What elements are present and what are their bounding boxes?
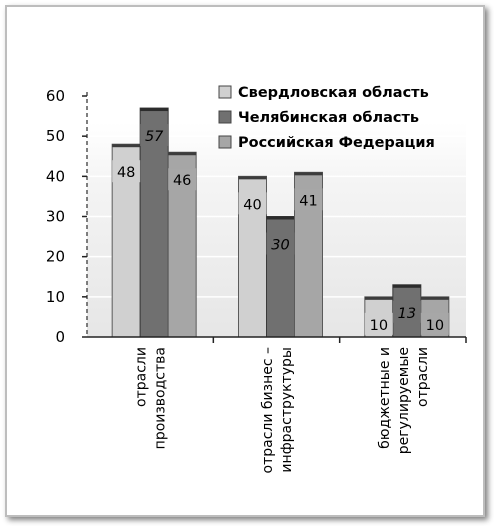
legend-swatch <box>218 85 232 99</box>
data-label-bg <box>364 312 393 335</box>
category-label: отрасли бизнес – <box>260 347 276 473</box>
data-label-bg <box>238 192 267 215</box>
data-label: 48 <box>117 165 135 181</box>
category-label: отрасли <box>134 347 150 407</box>
data-label-bg <box>112 160 141 183</box>
y-tick-label: 60 <box>46 87 65 105</box>
bar-top-edge <box>140 108 169 112</box>
legend-label: Челябинская область <box>238 110 419 126</box>
data-label-bg <box>420 312 449 335</box>
category-label: отрасли <box>415 347 431 407</box>
category-label: бюджетные и <box>377 347 393 449</box>
y-tick-label: 0 <box>55 328 65 346</box>
y-tick-label: 30 <box>46 208 65 226</box>
bar-top-edge <box>168 152 197 156</box>
y-tick-label: 10 <box>46 288 65 306</box>
y-tick-label: 40 <box>46 167 65 185</box>
data-label: 46 <box>173 173 191 189</box>
bar-top-edge <box>392 284 421 288</box>
legend-swatch <box>218 110 232 124</box>
bar-top-edge <box>112 144 141 148</box>
data-label-bg <box>140 124 169 147</box>
data-label: 10 <box>370 318 388 334</box>
legend-label: Свердловская область <box>238 85 429 101</box>
bar-top-edge <box>266 216 295 220</box>
data-label: 57 <box>145 129 164 145</box>
bar-top-edge <box>294 172 323 176</box>
data-label: 10 <box>426 318 444 334</box>
y-tick-label: 20 <box>46 248 65 266</box>
data-label: 40 <box>243 197 261 213</box>
legend-label: Российская Федерация <box>238 135 435 151</box>
bar-top-edge <box>420 296 449 300</box>
bar-top-edge <box>238 176 267 180</box>
category-label: регулируемые <box>396 347 412 454</box>
y-tick-label: 50 <box>46 127 65 145</box>
bar-top-edge <box>364 296 393 300</box>
category-label: инфраструктуры <box>279 347 295 473</box>
data-label-bg <box>266 232 295 255</box>
category-label: производства <box>153 347 169 449</box>
data-label-bg <box>168 168 197 191</box>
data-label-bg <box>392 300 421 323</box>
data-label: 41 <box>299 193 317 209</box>
data-label: 13 <box>398 306 416 322</box>
legend-swatch <box>218 135 232 149</box>
data-label: 30 <box>271 238 289 254</box>
data-label-bg <box>294 188 323 211</box>
